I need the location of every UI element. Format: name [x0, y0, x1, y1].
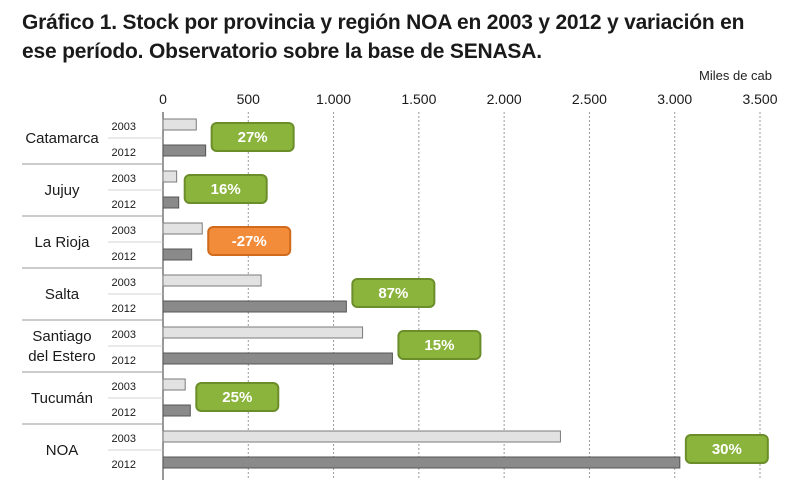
- year-label-2012: 2012: [112, 303, 136, 315]
- variation-badge: [207, 226, 292, 256]
- bar-2012: [162, 300, 347, 313]
- year-label-2003: 2003: [112, 121, 136, 133]
- x-tick-label: 0: [159, 91, 167, 107]
- x-tick-label: 3.000: [657, 91, 692, 107]
- variation-label: 87%: [378, 285, 408, 302]
- variation-label: 25%: [222, 389, 252, 406]
- variation-badge: [183, 174, 268, 204]
- year-label-2012: 2012: [112, 355, 136, 367]
- variation-label: 30%: [712, 441, 742, 458]
- x-tick-label: 2.500: [572, 91, 607, 107]
- year-label-2003: 2003: [112, 329, 136, 341]
- variation-label: 27%: [238, 129, 268, 146]
- bar-2003: [162, 378, 186, 391]
- province-label: Catamarca: [25, 130, 99, 147]
- province-label: NOA: [46, 442, 79, 459]
- province-label: Tucumán: [31, 390, 93, 407]
- chart-title-text: Stock por provincia y región NOA en 2003…: [22, 11, 745, 63]
- bar-2012: [162, 404, 191, 417]
- province-label: Jujuy: [44, 182, 80, 199]
- bar-2003: [162, 274, 262, 287]
- units-label: Miles de cab: [699, 68, 772, 83]
- variation-badge: [397, 330, 482, 360]
- x-tick-label: 1.500: [401, 91, 436, 107]
- province-label: La Rioja: [34, 234, 90, 251]
- bar-2003: [162, 430, 561, 443]
- bar-2003: [162, 170, 178, 183]
- year-label-2012: 2012: [112, 251, 136, 263]
- variation-badge: [195, 382, 280, 412]
- x-tick-label: 500: [237, 91, 261, 107]
- x-tick-label: 3.500: [742, 91, 777, 107]
- province-label: Santiago: [32, 328, 91, 345]
- variation-badge: [351, 278, 436, 308]
- chart-title-lead: Gráfico 1.: [22, 11, 117, 34]
- year-label-2012: 2012: [112, 407, 136, 419]
- year-label-2003: 2003: [112, 173, 136, 185]
- chart-title: Gráfico 1. Stock por provincia y región …: [22, 8, 782, 66]
- province-label: Salta: [45, 286, 80, 303]
- bar-2012: [162, 144, 207, 157]
- x-tick-label: 2.000: [487, 91, 522, 107]
- bar-2012: [162, 196, 180, 209]
- year-label-2003: 2003: [112, 381, 136, 393]
- year-label-2012: 2012: [112, 459, 136, 471]
- year-label-2003: 2003: [112, 277, 136, 289]
- x-tick-label: 1.000: [316, 91, 351, 107]
- variation-badge: [684, 434, 769, 464]
- variation-label: -27%: [232, 233, 267, 250]
- variation-badge: [210, 122, 295, 152]
- variation-label: 15%: [424, 337, 454, 354]
- bar-2012: [162, 248, 193, 261]
- year-label-2012: 2012: [112, 147, 136, 159]
- year-label-2003: 2003: [112, 433, 136, 445]
- bar-2003: [162, 222, 203, 235]
- bar-2003: [162, 118, 197, 131]
- province-label: del Estero: [28, 348, 96, 365]
- year-label-2012: 2012: [112, 199, 136, 211]
- year-label-2003: 2003: [112, 225, 136, 237]
- bar-2003: [162, 326, 364, 339]
- variation-label: 16%: [211, 181, 241, 198]
- bar-2012: [162, 352, 393, 365]
- bar-2012: [162, 456, 681, 469]
